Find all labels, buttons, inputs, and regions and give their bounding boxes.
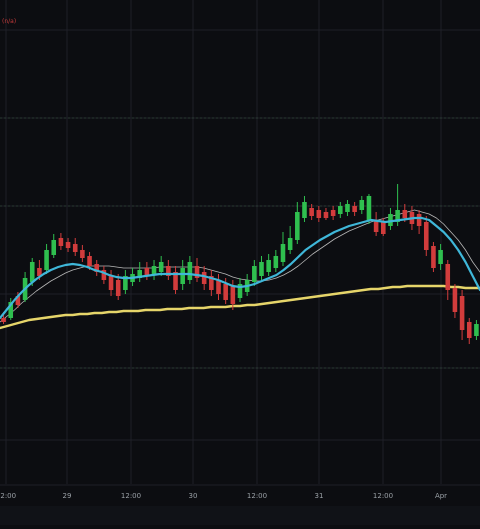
candle-body <box>423 222 429 250</box>
candle-body <box>402 210 408 218</box>
candle-body <box>94 264 100 272</box>
x-axis-bar <box>0 484 480 506</box>
candle-body <box>352 206 357 212</box>
candle-body <box>295 212 300 240</box>
candle-body <box>395 210 400 222</box>
candle-body <box>65 242 71 248</box>
candle-body <box>216 280 221 294</box>
candle-body <box>180 268 185 284</box>
x-tick-label: 29 <box>63 492 72 500</box>
bottom-toolbar <box>0 506 480 525</box>
ma-long-series <box>0 284 480 330</box>
horizontal-levels <box>0 117 480 369</box>
candle-body <box>445 264 451 290</box>
candle-body <box>438 250 443 264</box>
candle-body <box>209 276 214 290</box>
candle-body <box>80 250 85 258</box>
candle-body <box>72 244 78 252</box>
candle-body <box>15 296 21 305</box>
candle-body <box>123 276 128 290</box>
candle-body <box>259 262 264 276</box>
candle-body <box>388 214 393 226</box>
candles <box>1 184 479 344</box>
x-axis-ticks: 12:00 29 12:00 30 12:00 31 12:00 Apr <box>0 492 447 500</box>
candle-body <box>452 288 458 312</box>
candle-body <box>302 202 307 218</box>
ema-fast-line <box>0 216 480 320</box>
candle-body <box>330 210 336 216</box>
candle-body <box>8 302 14 318</box>
candle-body <box>29 262 35 282</box>
candle-body <box>144 268 150 276</box>
x-tick-label: 12:00 <box>373 492 393 500</box>
x-tick-label: 31 <box>315 492 324 500</box>
candle-body <box>166 266 171 276</box>
candle-body <box>366 196 372 220</box>
candle-body <box>323 212 329 218</box>
x-tick-label: Apr <box>435 492 447 500</box>
candle-body <box>266 260 271 272</box>
candle-body <box>1 318 6 322</box>
candle-body <box>37 268 42 276</box>
x-tick-label: 12:00 <box>0 492 16 500</box>
candle-body <box>115 280 121 296</box>
candle-body <box>280 244 286 262</box>
candle-body <box>338 206 343 214</box>
candle-body <box>108 276 114 290</box>
candle-body <box>223 284 228 300</box>
x-tick-label: 12:00 <box>121 492 141 500</box>
candle-body <box>230 286 236 304</box>
candle-body <box>380 222 386 234</box>
candle-body <box>237 284 243 298</box>
candle-body <box>459 296 465 330</box>
candle-body <box>51 240 57 255</box>
x-tick-label: 30 <box>189 492 198 500</box>
candle-body <box>316 210 322 218</box>
legend-tag: (n/a) <box>2 18 17 25</box>
candle-body <box>101 270 107 280</box>
candle-body <box>416 214 422 226</box>
candle-body <box>87 256 92 266</box>
candle-body <box>373 220 379 232</box>
candle-body <box>158 262 164 272</box>
candle-body <box>287 238 293 250</box>
candle-body <box>194 266 200 278</box>
ema-fast-series <box>0 216 480 320</box>
candle-body <box>252 266 257 282</box>
candle-body <box>359 200 365 210</box>
candle-body <box>431 246 436 268</box>
candle-body <box>273 256 279 268</box>
candle-body <box>309 208 314 216</box>
candle-body <box>466 322 472 338</box>
candle-body <box>137 270 142 278</box>
candle-body <box>345 204 350 212</box>
candle-body <box>474 324 479 336</box>
ma-long-line <box>0 284 480 330</box>
candle-body <box>151 266 157 274</box>
x-tick-label: 12:00 <box>247 492 267 500</box>
candle-body <box>201 272 207 284</box>
candle-body <box>44 250 49 270</box>
candle-body <box>58 238 64 246</box>
candle-body <box>187 262 193 280</box>
candle-body <box>173 272 178 290</box>
